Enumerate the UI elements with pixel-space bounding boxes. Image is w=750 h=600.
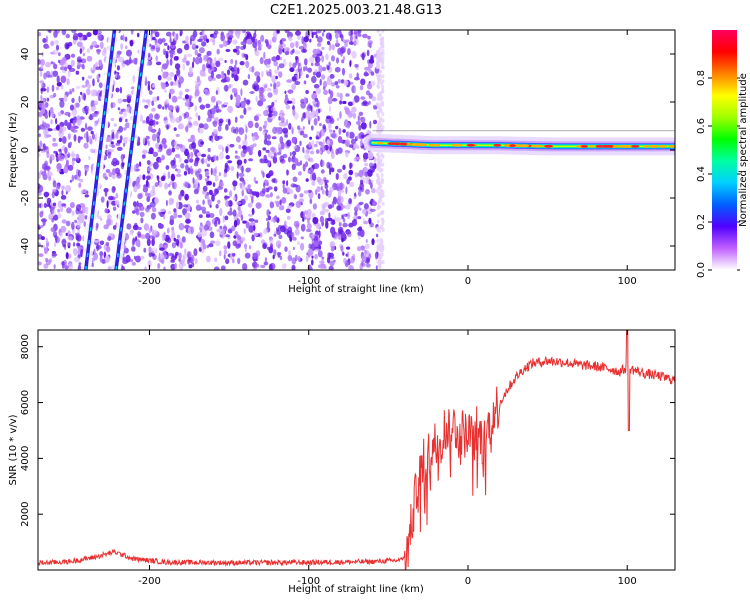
snr-frame: [37, 329, 676, 571]
snr-y-tick: 6000: [20, 390, 675, 415]
snr-x-tick-label: 0: [465, 576, 471, 587]
colorbar-tick: 0.4: [696, 166, 740, 182]
snr-y-ticks: 2000 4000 6000 8000: [20, 334, 675, 527]
snr-y-tick-label: 2000: [20, 501, 31, 526]
spectrogram-x-tick-label: 0: [465, 276, 471, 287]
spectrogram-y-tick: -20: [20, 190, 675, 206]
colorbar-tick: 0.0: [696, 262, 740, 278]
spectrogram-x-tick: 100: [618, 30, 637, 287]
snr-x-tick: -200: [138, 330, 161, 587]
colorbar-tick: 0.6: [696, 118, 740, 134]
spectrogram-y-axis-label: Frequency (Hz): [8, 112, 19, 188]
spectrogram-x-ticks: -200 -100 0 100: [138, 30, 637, 287]
colorbar: 0.0 0.2 0.4 0.6 0.8 Normalized spectral ampl…: [696, 30, 749, 278]
snr-x-tick-label: 100: [618, 576, 637, 587]
snr-y-tick-label: 4000: [20, 446, 31, 471]
spectrogram-x-tick-label: -200: [138, 276, 161, 287]
spectrogram-y-ticks: -40 -20 0 20 40: [20, 48, 675, 254]
spectrogram-x-tick: -100: [297, 30, 320, 287]
snr-x-ticks: -200 -100 0 100: [138, 330, 637, 587]
spectrogram-y-tick-label: -40: [20, 238, 31, 254]
colorbar-tick-label: 0.6: [696, 118, 707, 134]
snr-panel: -200 -100 0 100 2000 4000 6000 8000 Height of …: [8, 329, 676, 595]
colorbar-tick-label: 0.2: [696, 214, 707, 230]
snr-y-tick: 4000: [20, 446, 675, 471]
snr-x-axis-label: Height of straight line (km): [288, 584, 424, 595]
spectrogram-x-tick: -200: [138, 30, 161, 287]
snr-x-tick: 0: [465, 330, 471, 587]
snr-x-tick: 100: [618, 330, 637, 587]
spectrogram-y-tick: 40: [20, 48, 675, 61]
spectrogram-y-tick-label: 0: [20, 147, 31, 153]
spectrogram-heatmap: [38, 30, 675, 270]
colorbar-label: Normalized spectral amplitude: [738, 73, 749, 227]
snr-y-tick-label: 6000: [20, 390, 31, 415]
colorbar-tick-label: 0.8: [696, 70, 707, 86]
colorbar-gradient: [712, 30, 737, 270]
spectrogram-y-tick: -40: [20, 238, 675, 254]
spectrogram-y-tick-label: -20: [20, 190, 31, 206]
snr-y-tick: 2000: [20, 501, 675, 527]
spectrogram-x-tick: 0: [465, 30, 471, 287]
spectrogram-y-tick-label: 20: [20, 96, 31, 109]
spectrogram-y-tick-label: 40: [20, 48, 31, 61]
snr-y-axis-label: SNR (10 * v/v): [8, 414, 19, 485]
spectrogram-y-tick: 20: [20, 96, 675, 109]
spectrogram-x-axis-label: Height of straight line (km): [288, 284, 424, 295]
spectrogram-x-tick-label: 100: [618, 276, 637, 287]
snr-x-tick-label: -200: [138, 576, 161, 587]
snr-y-tick-label: 8000: [20, 334, 31, 359]
snr-y-tick: 8000: [20, 334, 675, 359]
snr-series-line: [38, 330, 675, 570]
colorbar-tick: 0.2: [696, 214, 740, 230]
colorbar-tick-label: 0.0: [696, 262, 707, 278]
snr-x-tick: -100: [297, 330, 320, 587]
spectrogram-x-tick-label: -100: [297, 276, 320, 287]
colorbar-ticks: 0.0 0.2 0.4 0.6 0.8: [696, 70, 740, 278]
colorbar-tick: 0.8: [696, 70, 740, 86]
colorbar-tick-label: 0.4: [696, 166, 707, 182]
spectrogram-y-tick: 0: [20, 147, 675, 153]
snr-x-tick-label: -100: [297, 576, 320, 587]
chart-title: C2E1.2025.003.21.48.G13: [270, 3, 442, 18]
